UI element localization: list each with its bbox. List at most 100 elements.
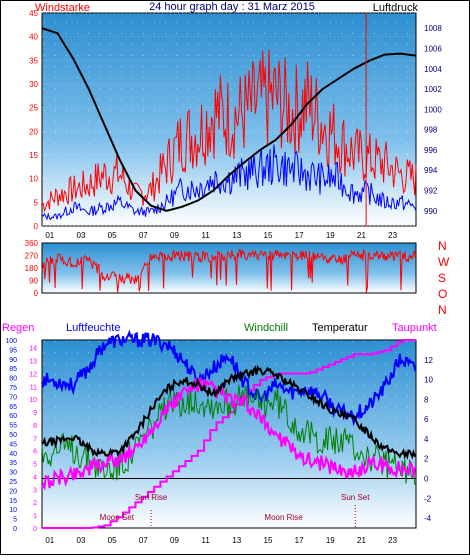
panel3-border: [41, 339, 417, 529]
left-tick-label: 35: [29, 56, 38, 65]
temperature-humidity-panel: 0510152025303540455055606570758085909510…: [2, 322, 437, 533]
x-tick-label: 05: [108, 231, 117, 240]
left-tick-label: 30: [29, 80, 38, 89]
right-tick-label: 1002: [424, 85, 442, 94]
rain-tick-label: 5: [33, 462, 37, 469]
left-tick-label: 0: [34, 222, 39, 231]
right-tick-label: 994: [424, 166, 438, 175]
temp-tick-label: 12: [424, 356, 433, 365]
humidity-tick-label: 50: [9, 432, 17, 439]
rain-tick-label: 2: [33, 500, 37, 507]
direction-tick-label: 270: [25, 252, 39, 261]
right-tick-label: 1008: [424, 24, 442, 33]
rain-tick-label: 9: [33, 410, 37, 417]
x-axis-labels-top: 01 03 05 07 09 11 13 15 17 19 21 23: [45, 231, 397, 240]
x-tick-label: 07: [139, 231, 148, 240]
x-tick-label: 23: [388, 536, 397, 545]
luftfeuchte-series: [41, 329, 417, 427]
x-tick-label: 09: [170, 536, 179, 545]
direction-tick-label: 90: [29, 277, 38, 286]
taupunkt-label: Taupunkt: [392, 322, 437, 334]
humidity-tick-label: 55: [9, 423, 17, 430]
temperatur-series: [41, 364, 417, 460]
right-tick-label: 996: [424, 146, 438, 155]
taupunkt-series: [41, 376, 417, 491]
x-axis-labels-bottom: 01 03 05 07 09 11 13 15 17 19 21 23: [45, 536, 397, 545]
humidity-tick-label: 40: [9, 451, 17, 458]
annotation-label: Sun Set: [341, 493, 370, 502]
humidity-tick-label: 0: [13, 526, 17, 533]
humidity-tick-label: 70: [9, 394, 17, 401]
luftfeuchte-label: Luftfeuchte: [66, 322, 120, 334]
x-tick-label: 11: [201, 536, 210, 545]
rain-tick-label: 4: [33, 474, 37, 481]
rain-tick-label: 13: [29, 359, 37, 366]
x-tick-label: 17: [295, 231, 304, 240]
x-tick-label: 09: [170, 231, 179, 240]
x-tick-label: 19: [326, 536, 335, 545]
x-tick-label: 03: [77, 231, 86, 240]
left-tick-label: 15: [29, 151, 38, 160]
panel2-axis-ticks: 0 90 180 270 360: [25, 239, 39, 298]
humidity-tick-label: 80: [9, 376, 17, 383]
temp-tick-label: -2: [424, 494, 432, 503]
panel1-series: [41, 13, 417, 226]
temp-tick-label: -4: [424, 514, 432, 523]
humidity-tick-label: 30: [9, 470, 17, 477]
direction-letter: N: [438, 239, 447, 253]
right-tick-label: 990: [424, 207, 438, 216]
left-tick-label: 25: [29, 104, 38, 113]
wind-gust-series: [41, 49, 417, 213]
humidity-tick-label: 65: [9, 404, 17, 411]
humidity-tick-label: 25: [9, 479, 17, 486]
rain-tick-label: 14: [29, 346, 37, 353]
temperatur-label: Temperatur: [312, 322, 368, 334]
humidity-tick-label: 45: [9, 441, 17, 448]
x-tick-label: 15: [264, 231, 273, 240]
rain-tick-label: 11: [30, 384, 37, 391]
left-tick-label: 45: [29, 9, 38, 18]
x-tick-label: 17: [295, 536, 304, 545]
wind-direction-series: [41, 248, 417, 293]
annotation-label: Moon Set: [100, 513, 135, 522]
left-tick-label: 10: [29, 175, 38, 184]
panel2-border: [41, 242, 417, 294]
panel3-axis-ticks: 0510152025303540455055606570758085909510…: [5, 338, 433, 533]
annotation-label: Sun Rise: [135, 493, 168, 502]
panel3-series: [41, 329, 417, 529]
x-tick-label: 21: [357, 231, 366, 240]
pressure-series: [41, 27, 417, 212]
panel1-grid: [42, 13, 416, 226]
rain-tick-label: 0: [33, 526, 37, 533]
right-tick-label: 1004: [424, 65, 442, 74]
temp-tick-label: 0: [424, 475, 429, 484]
right-tick-label: 998: [424, 126, 438, 135]
x-tick-label: 15: [264, 536, 273, 545]
left-tick-label: 5: [34, 198, 39, 207]
direction-tick-label: 360: [25, 239, 39, 248]
x-tick-label: 23: [388, 231, 397, 240]
temp-tick-label: 8: [424, 395, 429, 404]
right-tick-label: 992: [424, 187, 438, 196]
temp-tick-label: 10: [424, 376, 433, 385]
x-tick-label: 01: [45, 536, 54, 545]
direction-tick-label: 0: [34, 289, 39, 298]
direction-letter: W: [438, 255, 450, 269]
x-tick-label: 11: [201, 231, 210, 240]
panel3-grid: [42, 340, 416, 528]
rain-tick-label: 12: [29, 371, 37, 378]
rain-tick-label: 3: [33, 487, 37, 494]
right-tick-label: 1000: [424, 105, 442, 114]
x-tick-label: 13: [232, 231, 241, 240]
humidity-tick-label: 10: [9, 507, 17, 514]
x-tick-label: 03: [77, 536, 86, 545]
humidity-tick-label: 35: [9, 460, 17, 467]
regen-label: Regen: [2, 322, 34, 334]
x-tick-label: 07: [139, 536, 148, 545]
right-tick-label: 1006: [424, 45, 442, 54]
windstarke-label: Windstarke: [35, 2, 90, 14]
temp-tick-label: 6: [424, 415, 429, 424]
humidity-tick-label: 15: [9, 498, 17, 505]
